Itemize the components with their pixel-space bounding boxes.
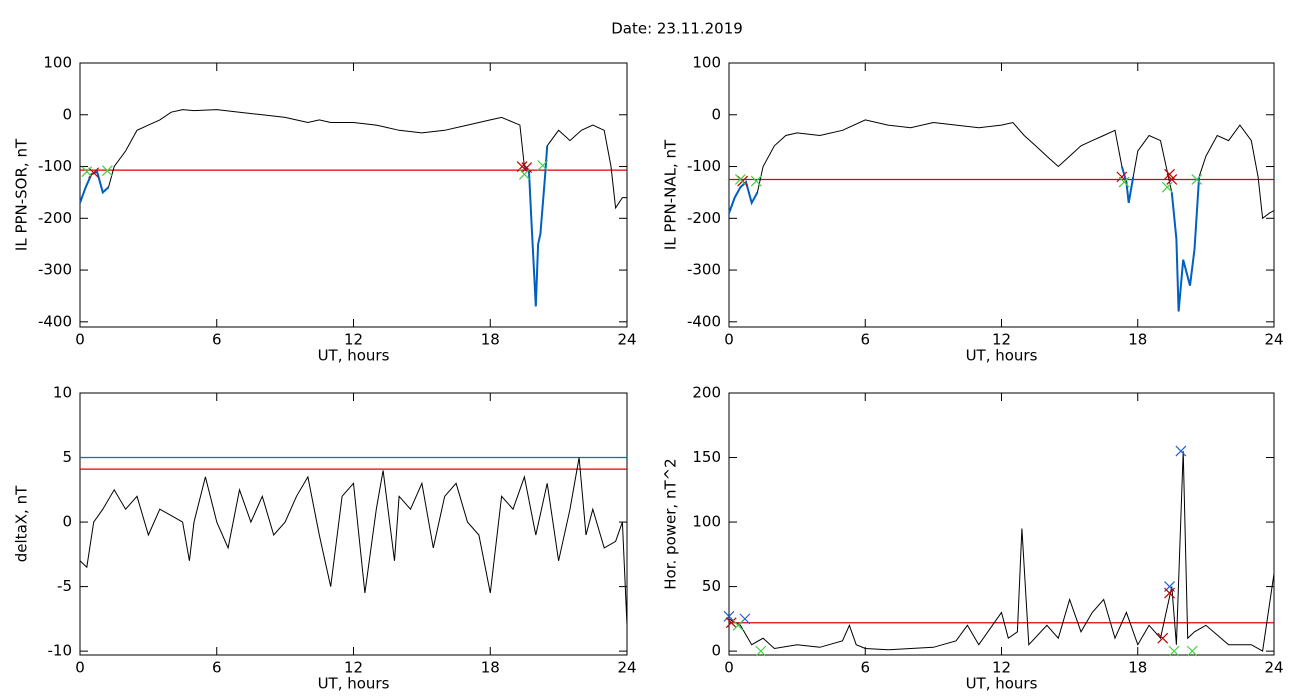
cross-marker	[732, 619, 744, 631]
x-tick-label: 12	[344, 659, 363, 677]
y-tick-label: -300	[687, 261, 721, 279]
y-tick-label: 150	[692, 448, 721, 466]
y-tick-label: 0	[711, 642, 721, 660]
x-tick-label: 0	[724, 331, 734, 349]
highlight-line	[1170, 176, 1201, 312]
figure-title: Date: 23.11.2019	[611, 20, 743, 38]
y-axis-label: IL PPN-NAL, nT	[662, 139, 680, 250]
cross-marker	[1168, 645, 1180, 657]
x-axis-label: UT, hours	[318, 347, 390, 365]
x-axis-label: UT, hours	[318, 675, 390, 693]
x-tick-label: 18	[1128, 659, 1147, 677]
y-axis-label: deltaX, nT	[13, 485, 31, 562]
x-tick-label: 24	[617, 331, 636, 349]
cross-marker	[81, 166, 93, 178]
highlight-line	[523, 145, 549, 307]
cross-marker	[1186, 645, 1198, 657]
x-axis-label: UT, hours	[966, 675, 1038, 693]
cross-marker	[1164, 587, 1175, 599]
x-tick-label: 24	[1264, 331, 1283, 349]
y-tick-label: -200	[687, 209, 721, 227]
cross-marker	[521, 162, 533, 173]
cross-marker	[516, 161, 528, 172]
cross-marker	[1175, 445, 1187, 457]
data-line	[79, 457, 628, 626]
x-tick-label: 0	[75, 331, 85, 349]
y-axis-label: Hor. power, nT^2	[662, 458, 680, 589]
y-tick-label: 50	[702, 577, 721, 595]
cross-marker	[750, 175, 762, 187]
x-tick-label: 0	[724, 659, 734, 677]
x-tick-label: 18	[481, 331, 500, 349]
cross-marker	[723, 610, 735, 622]
x-tick-label: 18	[481, 659, 500, 677]
y-tick-label: -100	[687, 157, 721, 175]
cross-marker	[1161, 181, 1173, 193]
cross-marker	[519, 168, 530, 180]
y-tick-label: -300	[38, 261, 72, 279]
plot-frame	[79, 392, 628, 656]
cross-marker	[725, 617, 737, 629]
plot-frame	[79, 62, 628, 328]
cross-marker	[755, 645, 767, 657]
y-tick-label: -400	[38, 312, 72, 330]
y-tick-label: -400	[687, 312, 721, 330]
cross-marker	[1166, 174, 1178, 185]
data-line	[728, 451, 1275, 652]
highlight-line	[728, 180, 759, 214]
y-tick-label: -10	[48, 642, 73, 660]
x-tick-label: 0	[75, 659, 85, 677]
data-line	[79, 109, 627, 307]
x-axis-label: UT, hours	[966, 347, 1038, 365]
cross-marker	[537, 160, 549, 171]
cross-marker	[101, 165, 113, 177]
y-tick-label: 0	[62, 105, 72, 123]
y-tick-label: -5	[57, 577, 72, 595]
y-tick-label: 200	[692, 384, 721, 402]
y-tick-label: 0	[62, 513, 72, 531]
y-tick-label: 100	[692, 54, 721, 72]
x-tick-label: 18	[1128, 331, 1147, 349]
x-tick-label: 12	[992, 331, 1011, 349]
highlight-line	[79, 170, 110, 204]
x-tick-label: 6	[860, 331, 870, 349]
x-tick-label: 24	[617, 659, 636, 677]
y-tick-label: 0	[711, 105, 721, 123]
plot-frame	[728, 392, 1275, 656]
x-tick-label: 6	[212, 659, 222, 677]
y-axis-label: IL PPN-SOR, nT	[13, 138, 31, 251]
x-tick-label: 12	[992, 659, 1011, 677]
y-tick-label: 10	[53, 384, 72, 402]
y-tick-label: 100	[692, 513, 721, 531]
cross-marker	[1118, 176, 1130, 188]
data-line	[728, 119, 1275, 312]
y-tick-label: -100	[38, 157, 72, 175]
x-tick-label: 6	[212, 331, 222, 349]
cross-marker	[88, 167, 100, 179]
x-tick-label: 24	[1264, 659, 1283, 677]
y-tick-label: 100	[43, 54, 72, 72]
cross-marker	[1191, 174, 1203, 185]
cross-marker	[734, 174, 746, 185]
cross-marker	[1157, 632, 1169, 644]
plot-frame	[728, 62, 1275, 328]
x-tick-label: 6	[860, 659, 870, 677]
y-tick-label: 5	[62, 448, 72, 466]
x-tick-label: 12	[344, 331, 363, 349]
y-tick-label: -200	[38, 209, 72, 227]
